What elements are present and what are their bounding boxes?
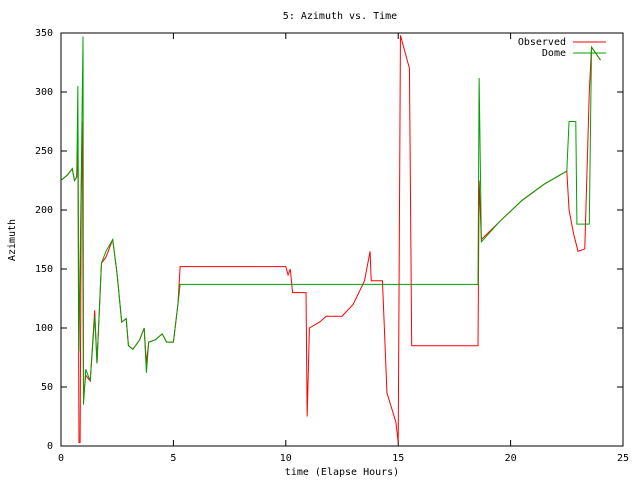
- y-axis-label: Azimuth: [7, 219, 18, 261]
- x-axis-label: time (Elapse Hours): [285, 467, 399, 478]
- plot-frame: [60, 32, 624, 447]
- y-tick-label: 0: [47, 441, 53, 452]
- y-tick-label: 300: [35, 87, 53, 98]
- y-tick-label: 50: [41, 382, 53, 393]
- y-tick-label: 200: [35, 205, 53, 216]
- x-tick-label: 5: [170, 453, 176, 464]
- legend-label: Dome: [542, 48, 566, 59]
- x-tick-label: 10: [280, 453, 292, 464]
- chart-title: 5: Azimuth vs. Time: [283, 11, 397, 22]
- y-tick-label: 350: [35, 28, 53, 39]
- y-tick-label: 100: [35, 323, 53, 334]
- data-line: [60, 36, 601, 405]
- x-tick-label: 25: [617, 453, 629, 464]
- x-tick-label: 20: [505, 453, 517, 464]
- legend-label: Observed: [518, 37, 566, 48]
- y-tick-label: 150: [35, 264, 53, 275]
- x-tick-label: 15: [392, 453, 404, 464]
- x-tick-label: 0: [58, 453, 64, 464]
- y-tick-label: 250: [35, 146, 53, 157]
- data-line: [60, 35, 601, 443]
